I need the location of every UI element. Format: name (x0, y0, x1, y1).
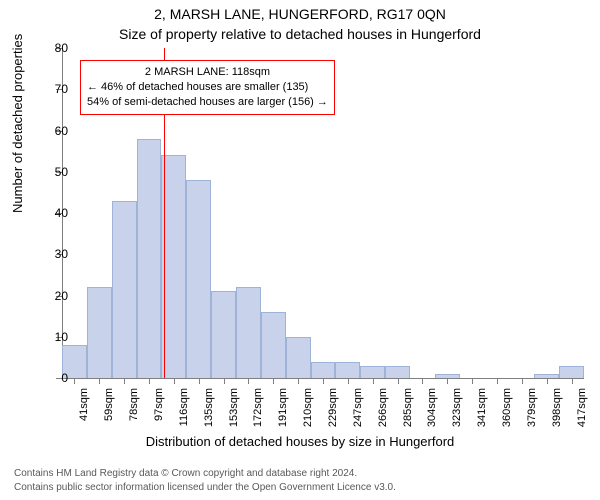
footer-attribution: Contains HM Land Registry data © Crown c… (14, 467, 396, 494)
footer-line-2: Contains public sector information licen… (14, 481, 396, 495)
histogram-bar (261, 312, 286, 378)
histogram-bar (311, 362, 336, 379)
y-tick-label: 50 (38, 165, 68, 179)
x-tick-label: 97sqm (153, 388, 165, 421)
x-tick (298, 378, 299, 384)
y-tick-label: 70 (38, 82, 68, 96)
histogram-bar (335, 362, 360, 379)
x-tick-label: 191sqm (277, 388, 289, 427)
x-tick-label: 266sqm (377, 388, 389, 427)
x-tick (248, 378, 249, 384)
x-tick (447, 378, 448, 384)
annotation-line: ← 46% of detached houses are smaller (13… (87, 80, 328, 95)
x-tick (273, 378, 274, 384)
x-tick-label: 341sqm (476, 388, 488, 427)
chart-container: 2, MARSH LANE, HUNGERFORD, RG17 0QN Size… (0, 0, 600, 500)
x-tick-label: 304sqm (426, 388, 438, 427)
x-tick-label: 285sqm (402, 388, 414, 427)
x-tick (572, 378, 573, 384)
histogram-bar (87, 287, 112, 378)
y-tick-label: 0 (38, 371, 68, 385)
x-tick (522, 378, 523, 384)
histogram-bar (112, 201, 137, 378)
x-tick (547, 378, 548, 384)
y-tick-label: 10 (38, 330, 68, 344)
y-tick-label: 60 (38, 124, 68, 138)
annotation-line: 54% of semi-detached houses are larger (… (87, 95, 328, 110)
x-tick (199, 378, 200, 384)
histogram-bar (559, 366, 584, 378)
x-tick-label: 379sqm (526, 388, 538, 427)
y-tick-label: 30 (38, 247, 68, 261)
histogram-bar (137, 139, 162, 378)
histogram-bar (211, 291, 236, 378)
x-tick (398, 378, 399, 384)
histogram-bar (186, 180, 211, 378)
x-axis-label: Distribution of detached houses by size … (0, 434, 600, 449)
x-tick-label: 135sqm (203, 388, 215, 427)
y-tick-label: 20 (38, 289, 68, 303)
plot-area: 41sqm59sqm78sqm97sqm116sqm135sqm153sqm17… (62, 48, 584, 378)
x-tick-label: 323sqm (451, 388, 463, 427)
x-tick (99, 378, 100, 384)
annotation-box: 2 MARSH LANE: 118sqm← 46% of detached ho… (80, 60, 335, 115)
title-line-1: 2, MARSH LANE, HUNGERFORD, RG17 0QN (0, 6, 600, 22)
x-tick-label: 78sqm (128, 388, 140, 421)
chart-plot: 41sqm59sqm78sqm97sqm116sqm135sqm153sqm17… (62, 48, 584, 378)
x-tick (323, 378, 324, 384)
x-tick-label: 153sqm (228, 388, 240, 427)
x-tick-label: 247sqm (352, 388, 364, 427)
histogram-bar (360, 366, 385, 378)
x-tick (422, 378, 423, 384)
x-tick (497, 378, 498, 384)
x-tick-label: 210sqm (302, 388, 314, 427)
histogram-bar (286, 337, 311, 378)
x-tick-label: 59sqm (103, 388, 115, 421)
x-tick-label: 116sqm (178, 388, 190, 426)
x-tick (373, 378, 374, 384)
y-tick-label: 40 (38, 206, 68, 220)
x-tick (348, 378, 349, 384)
x-tick-label: 41sqm (78, 388, 90, 421)
annotation-line: 2 MARSH LANE: 118sqm (87, 65, 328, 80)
y-axis-label: Number of detached properties (10, 34, 25, 213)
x-tick-label: 417sqm (576, 388, 588, 427)
x-tick-label: 360sqm (501, 388, 513, 427)
x-tick-label: 398sqm (551, 388, 563, 427)
footer-line-1: Contains HM Land Registry data © Crown c… (14, 467, 396, 481)
x-tick (224, 378, 225, 384)
x-tick (124, 378, 125, 384)
histogram-bar (236, 287, 261, 378)
x-tick (74, 378, 75, 384)
x-tick (174, 378, 175, 384)
title-line-2: Size of property relative to detached ho… (0, 26, 600, 42)
y-tick-label: 80 (38, 41, 68, 55)
histogram-bar (385, 366, 410, 378)
x-tick (149, 378, 150, 384)
x-tick-label: 172sqm (252, 388, 264, 427)
x-tick-label: 229sqm (327, 388, 339, 427)
x-tick (472, 378, 473, 384)
